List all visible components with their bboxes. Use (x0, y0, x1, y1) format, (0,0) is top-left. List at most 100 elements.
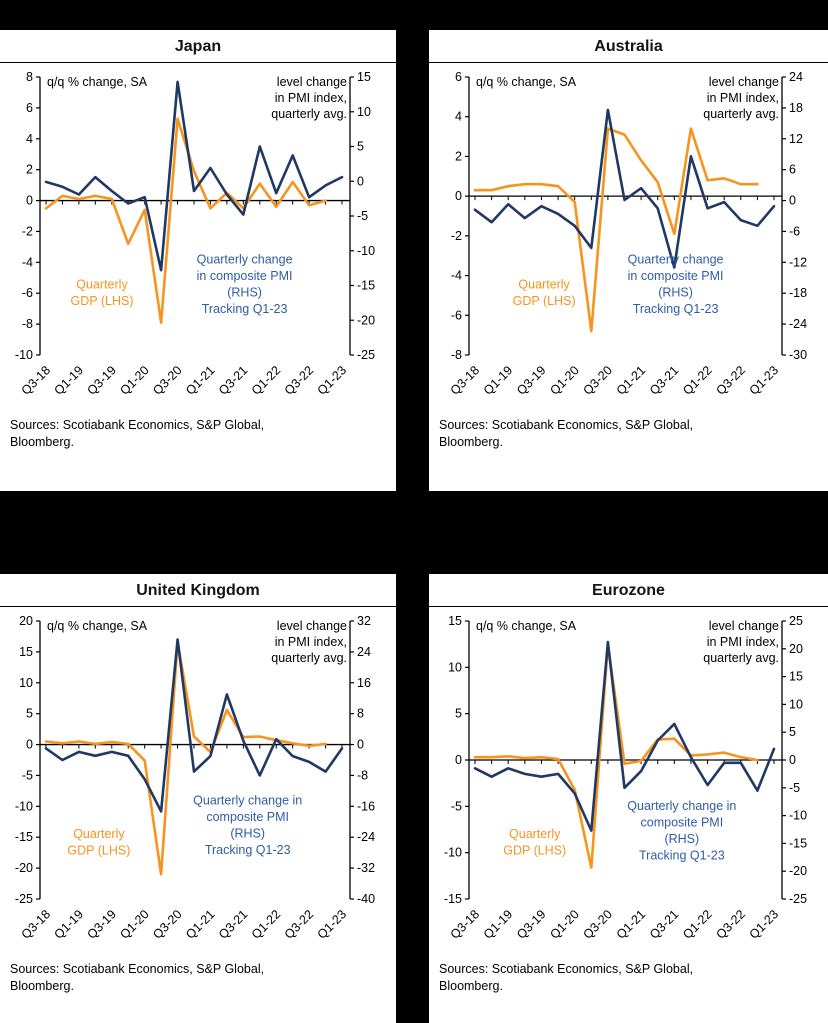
svg-text:Q3-18: Q3-18 (448, 907, 482, 941)
svg-text:12: 12 (789, 132, 803, 146)
svg-text:-10: -10 (15, 348, 33, 362)
svg-text:Quarterly: Quarterly (518, 277, 570, 291)
chart-title: Australia (429, 30, 828, 63)
svg-text:Q1-20: Q1-20 (547, 907, 581, 941)
svg-text:(RHS): (RHS) (227, 285, 262, 299)
svg-text:6: 6 (789, 163, 796, 177)
svg-text:Q3-19: Q3-19 (514, 907, 548, 941)
svg-text:q/q % change, SA: q/q % change, SA (47, 619, 148, 633)
svg-text:in PMI index,: in PMI index, (707, 91, 779, 105)
svg-text:Tracking Q1-23: Tracking Q1-23 (205, 843, 291, 857)
svg-text:18: 18 (789, 101, 803, 115)
svg-text:-8: -8 (22, 317, 33, 331)
svg-text:-5: -5 (22, 768, 33, 782)
sources-note: Sources: Scotiabank Economics, S&P Globa… (0, 959, 396, 994)
chart-plot-japan: 8 6 4 2 0 -2 -4 -6 -8 -10 15 10 5 0 -5 -10 -15 -20 -25 Q3-1… (0, 63, 396, 415)
svg-text:15: 15 (19, 645, 33, 659)
svg-text:2: 2 (26, 163, 33, 177)
svg-text:(RHS): (RHS) (230, 826, 265, 840)
chart-title: Eurozone (429, 574, 828, 607)
svg-text:-16: -16 (357, 799, 375, 813)
svg-text:-25: -25 (789, 892, 807, 906)
svg-text:-18: -18 (789, 286, 807, 300)
svg-text:Q3-21: Q3-21 (216, 363, 250, 397)
svg-text:Q1-23: Q1-23 (315, 363, 349, 397)
svg-text:Q1-21: Q1-21 (183, 363, 217, 397)
svg-text:-15: -15 (357, 279, 375, 293)
svg-text:0: 0 (357, 738, 364, 752)
svg-text:5: 5 (789, 725, 796, 739)
svg-text:Q3-20: Q3-20 (581, 907, 615, 941)
svg-text:Q3-21: Q3-21 (647, 363, 681, 397)
svg-text:Q3-22: Q3-22 (282, 907, 316, 941)
sources-line-1: Sources: Scotiabank Economics, S&P Globa… (439, 418, 694, 432)
chart-panel-united-kingdom: United Kingdom 20 15 10 5 0 -5 -10 -15 -20 -25 32 2… (0, 574, 396, 1023)
svg-text:Quarterly change in: Quarterly change in (193, 793, 302, 807)
svg-text:GDP (LHS): GDP (LHS) (503, 843, 566, 857)
chart-canvas: 15 10 5 0 -5 -10 -15 25 20 15 10 5 0 -5 -10 -15 -20 -25 Q3… (444, 614, 807, 942)
svg-text:-5: -5 (451, 799, 462, 813)
svg-text:-32: -32 (357, 861, 375, 875)
svg-text:Q1-20: Q1-20 (117, 363, 151, 397)
svg-text:Q3-21: Q3-21 (647, 907, 681, 941)
svg-text:0: 0 (26, 738, 33, 752)
svg-text:quarterly avg.: quarterly avg. (703, 651, 779, 665)
svg-text:composite PMI: composite PMI (206, 810, 289, 824)
svg-text:-2: -2 (451, 229, 462, 243)
svg-text:(RHS): (RHS) (658, 285, 693, 299)
chart-canvas: 20 15 10 5 0 -5 -10 -15 -20 -25 32 24 16 8 0 -8 -16 -24 -3… (15, 614, 375, 942)
svg-text:0: 0 (357, 174, 364, 188)
svg-text:level change: level change (709, 75, 779, 89)
svg-text:-10: -10 (789, 809, 807, 823)
svg-text:Q3-20: Q3-20 (150, 907, 184, 941)
svg-text:level change: level change (277, 75, 347, 89)
svg-text:Tracking Q1-23: Tracking Q1-23 (639, 849, 725, 863)
svg-text:24: 24 (789, 70, 803, 84)
chart-title: Japan (0, 30, 396, 63)
svg-text:0: 0 (455, 753, 462, 767)
svg-text:-30: -30 (789, 348, 807, 362)
chart-canvas: 6420-2-4-6-824181260-6-12-18-24-30Q3-18Q… (448, 70, 807, 398)
svg-text:in PMI index,: in PMI index, (275, 635, 347, 649)
svg-text:(RHS): (RHS) (664, 832, 699, 846)
svg-text:-25: -25 (15, 892, 33, 906)
svg-text:4: 4 (455, 110, 462, 124)
svg-text:Q1-19: Q1-19 (52, 907, 86, 941)
svg-text:-25: -25 (357, 348, 375, 362)
svg-text:Q3-18: Q3-18 (19, 907, 53, 941)
sources-line-1: Sources: Scotiabank Economics, S&P Globa… (10, 418, 265, 432)
svg-text:Quarterly: Quarterly (76, 277, 128, 291)
svg-text:-2: -2 (22, 224, 33, 238)
svg-text:Quarterly: Quarterly (509, 827, 561, 841)
svg-text:15: 15 (789, 670, 803, 684)
svg-text:Tracking Q1-23: Tracking Q1-23 (202, 302, 288, 316)
svg-text:2: 2 (455, 149, 462, 163)
svg-text:10: 10 (19, 676, 33, 690)
svg-text:q/q % change, SA: q/q % change, SA (47, 75, 148, 89)
svg-text:-12: -12 (789, 255, 807, 269)
svg-text:-10: -10 (444, 846, 462, 860)
svg-text:4: 4 (26, 132, 33, 146)
svg-text:GDP (LHS): GDP (LHS) (71, 294, 134, 308)
svg-text:15: 15 (448, 614, 462, 628)
svg-text:-20: -20 (15, 861, 33, 875)
svg-text:-20: -20 (357, 313, 375, 327)
svg-text:-24: -24 (357, 830, 375, 844)
sources-line-2: Bloomberg. (10, 434, 74, 449)
svg-text:0: 0 (789, 194, 796, 208)
svg-text:5: 5 (26, 707, 33, 721)
svg-text:-15: -15 (789, 836, 807, 850)
svg-text:-10: -10 (357, 244, 375, 258)
svg-text:-40: -40 (357, 892, 375, 906)
svg-text:quarterly avg.: quarterly avg. (271, 107, 347, 121)
svg-text:10: 10 (448, 660, 462, 674)
chart-plot-united-kingdom: 20 15 10 5 0 -5 -10 -15 -20 -25 32 24 16 8 0 -8 -16 -24 -3… (0, 607, 396, 959)
svg-text:25: 25 (789, 614, 803, 628)
svg-text:Q1-22: Q1-22 (680, 907, 714, 941)
svg-text:10: 10 (789, 697, 803, 711)
svg-text:-6: -6 (22, 286, 33, 300)
svg-text:-6: -6 (451, 308, 462, 322)
svg-text:6: 6 (26, 101, 33, 115)
svg-text:10: 10 (357, 105, 371, 119)
svg-text:level change: level change (709, 619, 779, 633)
